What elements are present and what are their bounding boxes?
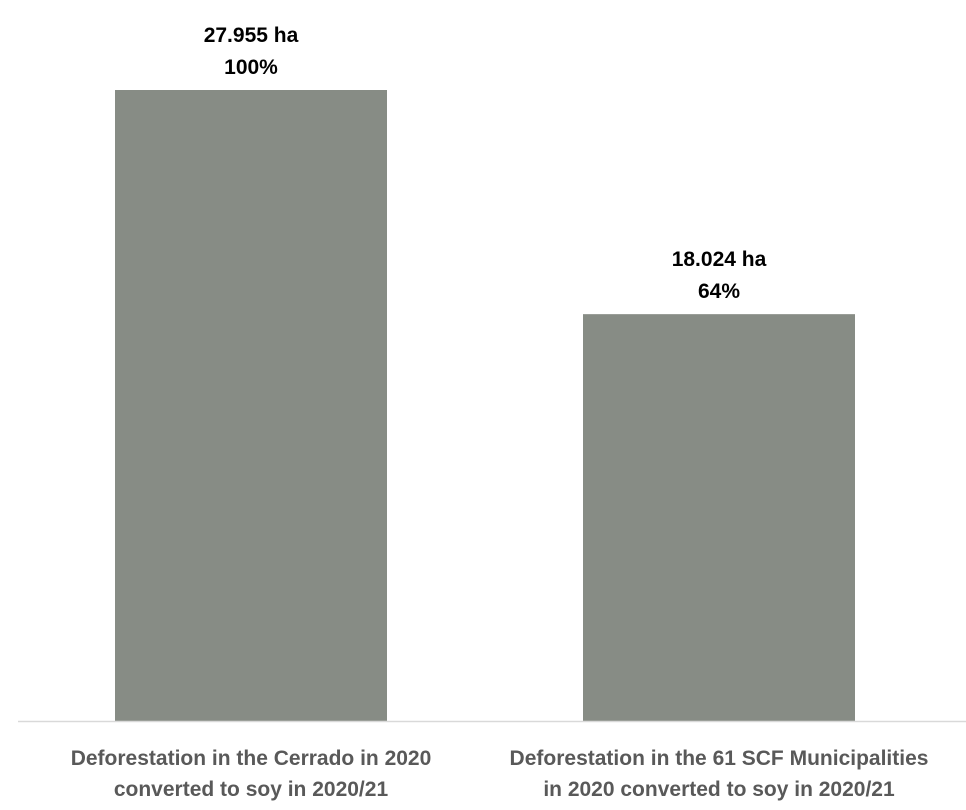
bar-2: [583, 314, 855, 721]
data-labels-layer: 27.955 ha 100% 18.024 ha 64%: [204, 24, 767, 303]
category-label-1-line-2: converted to soy in 2020/21: [114, 778, 389, 801]
data-label-area-2: 18.024 ha: [672, 248, 767, 271]
category-label-2-line-2: in 2020 converted to soy in 2020/21: [543, 778, 895, 801]
bar-1: [115, 90, 387, 721]
bars-layer: [115, 90, 855, 721]
data-label-percent-1: 100%: [224, 56, 278, 79]
data-label-percent-2: 64%: [698, 280, 740, 303]
category-labels-layer: Deforestation in the Cerrado in 2020 conv…: [71, 747, 929, 801]
category-label-1-line-1: Deforestation in the Cerrado in 2020: [71, 747, 432, 770]
category-label-2-line-1: Deforestation in the 61 SCF Municipaliti…: [510, 747, 929, 770]
data-label-area-1: 27.955 ha: [204, 24, 299, 47]
